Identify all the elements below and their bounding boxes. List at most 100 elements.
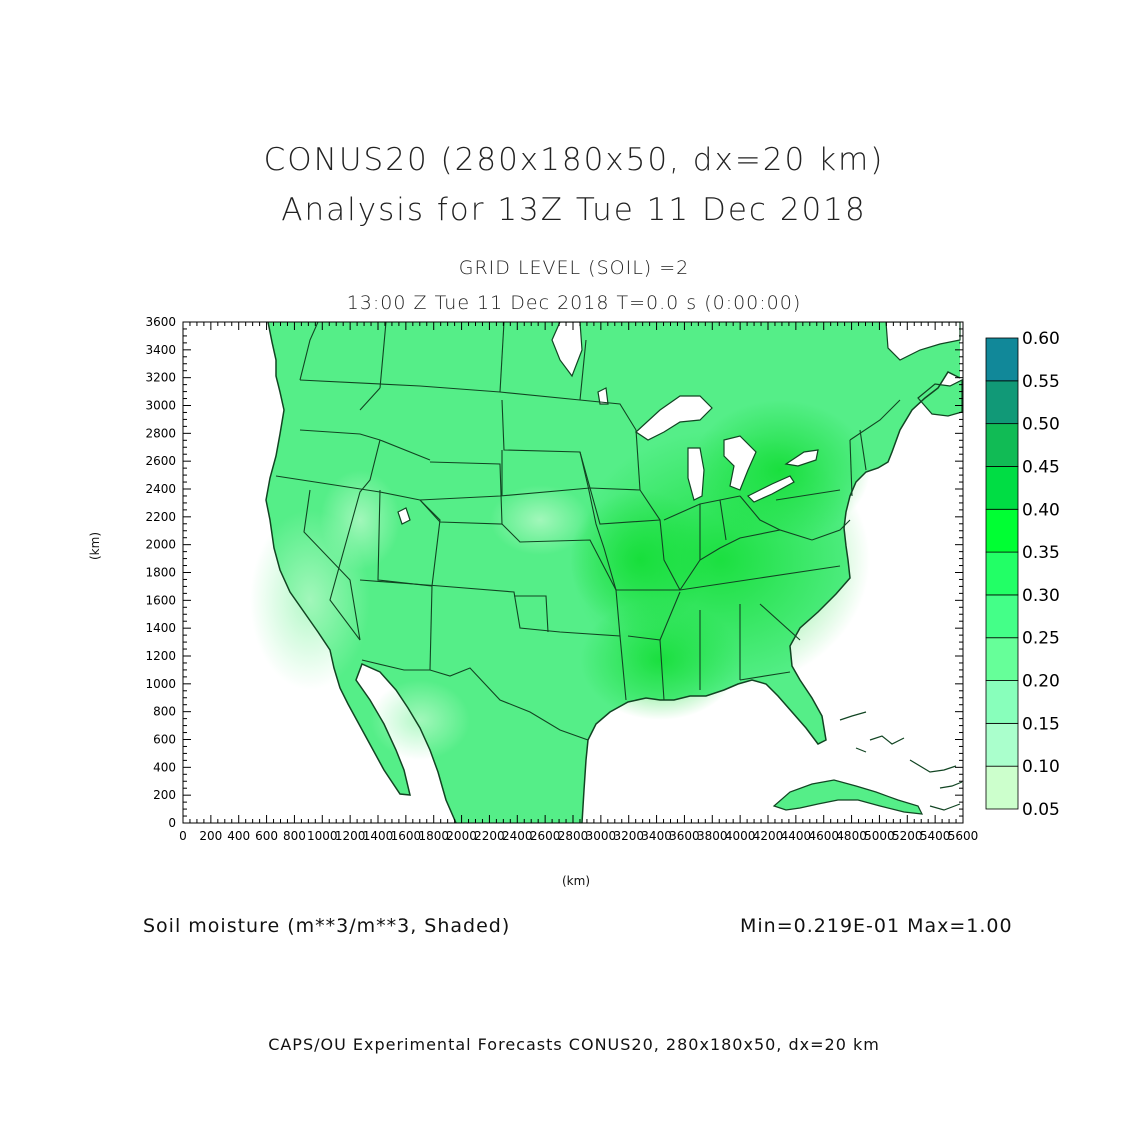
colorbar-swatch [985,637,1019,681]
colorbar-label: 0.05 [1022,800,1060,820]
lake-erie [746,475,795,503]
y-tick-label: 3200 [145,371,176,385]
colorbar-swatch [985,380,1019,425]
x-tick-label: 0 [179,829,187,843]
y-tick-label: 600 [153,733,176,747]
grid-level-label: GRID LEVEL (SOIL) =2 [458,257,690,279]
y-tick-label: 200 [153,788,176,802]
y-tick-label: 1800 [145,566,176,580]
y-tick-label: 3600 [145,315,176,329]
valid-time-label: 13:00 Z Tue 11 Dec 2018 T=0.0 s (0:00:00… [346,292,802,314]
northeast-coast-gap [885,322,961,361]
x-tick-label: 3200 [613,829,644,843]
colorbar-swatch [985,594,1019,639]
x-tick-label: 5200 [892,829,923,843]
colorbar-label: 0.10 [1022,757,1060,777]
lake-winnipeg [597,387,609,405]
x-tick-label: 4400 [781,829,812,843]
x-tick-label: 1400 [363,829,394,843]
x-tick-label: 200 [199,829,222,843]
y-tick-label: 1400 [145,621,176,635]
y-tick-label: 0 [168,816,176,830]
colorbar-label: 0.45 [1022,457,1060,477]
colorbar-swatch [985,466,1019,510]
x-tick-label: 4600 [808,829,839,843]
colorbar-swatch [985,722,1019,767]
title-line-2: Analysis for 13Z Tue 11 Dec 2018 [281,192,867,228]
colorbar-label: 0.15 [1022,714,1060,734]
y-tick-label: 2000 [145,538,176,552]
colorbar-label: 0.20 [1022,672,1060,692]
x-axis-unit: (km) [562,874,591,888]
x-tick-label: 5000 [864,829,895,843]
x-tick-label: 2800 [558,829,589,843]
y-tick-label: 800 [153,705,176,719]
y-tick-label: 3400 [145,343,176,357]
x-tick-label: 1000 [307,829,338,843]
x-tick-label: 4200 [753,829,784,843]
colorbar-label: 0.40 [1022,500,1060,520]
y-tick-label: 1600 [145,593,176,607]
x-tick-label: 1200 [335,829,366,843]
title-line-1: CONUS20 (280x180x50, dx=20 km) [263,142,885,178]
state-boundaries [275,379,867,741]
x-tick-label: 2000 [446,829,477,843]
colorbar-label: 0.55 [1022,372,1060,392]
x-tick-label: 5600 [948,829,979,843]
colorbar-label: 0.25 [1022,629,1060,649]
colorbar-swatch [985,680,1019,724]
colorbar-swatch [985,337,1019,382]
x-tick-label: 1800 [418,829,449,843]
x-tick-label: 2600 [530,829,561,843]
x-axis-ticks: 0 200 400 600 800 100012001400160018002000220… [179,322,978,843]
great-salt-lake [397,507,411,525]
lake-huron [723,435,757,491]
x-tick-label: 4800 [836,829,867,843]
lake-michigan [687,447,705,501]
x-tick-label: 3600 [669,829,700,843]
x-tick-label: 400 [227,829,250,843]
min-max-label: Min=0.219E-01 Max=1.00 [740,915,1013,937]
water-bodies [397,322,961,525]
coastline [265,322,961,823]
land-maritimes [917,379,963,417]
colorbar-label: 0.30 [1022,586,1060,606]
y-tick-label: 2400 [145,482,176,496]
y-tick-label: 2600 [145,454,176,468]
colorbar: 0.05 0.10 0.15 0.20 0.25 0.30 0.35 0.40 0.45 0.50… [985,329,1060,820]
lake-superior [635,395,713,441]
colorbar-swatch [985,551,1019,596]
colorbar-label: 0.35 [1022,543,1060,563]
colorbar-label: 0.60 [1022,329,1060,349]
y-tick-label: 2200 [145,510,176,524]
lake-ontario [784,449,819,467]
x-tick-label: 600 [255,829,278,843]
y-tick-label: 2800 [145,426,176,440]
y-axis-unit: (km) [88,531,102,560]
x-tick-label: 800 [283,829,306,843]
colorbar-swatch [985,423,1019,467]
y-tick-label: 400 [153,760,176,774]
province-boundaries [299,322,901,441]
colorbar-swatch [985,765,1019,810]
y-tick-label: 1000 [145,677,176,691]
x-tick-label: 3800 [697,829,728,843]
x-tick-label: 3400 [641,829,672,843]
credit-footer: CAPS/OU Experimental Forecasts CONUS20, … [268,1035,880,1054]
x-tick-label: 1600 [391,829,422,843]
colorbar-label: 0.50 [1022,415,1060,435]
y-axis-ticks: 0 200 400 600 800 1000 1200 1400 1600 1800 2000 220… [145,315,963,830]
hudson-bay-south [551,322,583,378]
colorbar-swatch [985,508,1019,553]
y-tick-label: 3000 [145,399,176,413]
x-tick-label: 2200 [474,829,505,843]
variable-label: Soil moisture (m**3/m**3, Shaded) [143,915,511,937]
y-tick-label: 1200 [145,649,176,663]
land-cuba [772,779,924,815]
island-outlines [839,711,963,811]
x-tick-label: 4000 [725,829,756,843]
x-tick-label: 2400 [502,829,533,843]
map-layer [250,322,963,823]
x-tick-label: 3000 [586,829,617,843]
